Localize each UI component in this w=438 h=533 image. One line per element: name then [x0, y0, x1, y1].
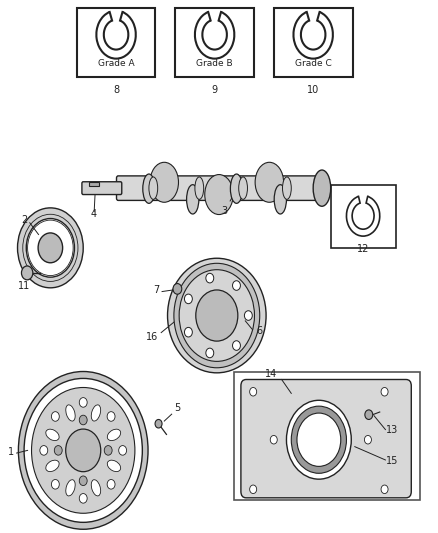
- Circle shape: [250, 387, 257, 396]
- Text: 4: 4: [90, 209, 96, 219]
- Ellipse shape: [91, 480, 101, 496]
- FancyBboxPatch shape: [82, 182, 122, 195]
- Circle shape: [206, 348, 214, 358]
- Circle shape: [51, 480, 59, 489]
- Circle shape: [381, 387, 388, 396]
- Circle shape: [206, 273, 214, 283]
- Text: 7: 7: [154, 285, 160, 295]
- Circle shape: [155, 419, 162, 428]
- Ellipse shape: [150, 162, 179, 203]
- Circle shape: [79, 476, 87, 486]
- Circle shape: [270, 435, 277, 444]
- Circle shape: [79, 415, 87, 425]
- Ellipse shape: [107, 460, 120, 472]
- Ellipse shape: [255, 162, 284, 203]
- Circle shape: [173, 284, 182, 294]
- Circle shape: [79, 494, 87, 503]
- Text: 12: 12: [357, 244, 369, 254]
- Circle shape: [54, 446, 62, 455]
- Circle shape: [32, 387, 135, 513]
- Text: Grade B: Grade B: [196, 59, 233, 68]
- Circle shape: [381, 485, 388, 494]
- Ellipse shape: [167, 258, 266, 373]
- Circle shape: [79, 398, 87, 407]
- Ellipse shape: [91, 405, 101, 421]
- Circle shape: [233, 341, 240, 350]
- Text: Grade C: Grade C: [295, 59, 332, 68]
- Ellipse shape: [239, 177, 247, 199]
- Text: 2: 2: [21, 215, 27, 224]
- Bar: [234, 372, 420, 500]
- Circle shape: [107, 411, 115, 421]
- Circle shape: [66, 429, 101, 472]
- Ellipse shape: [283, 177, 291, 199]
- Text: Grade A: Grade A: [98, 59, 134, 68]
- Ellipse shape: [143, 174, 155, 204]
- Text: 6: 6: [256, 326, 262, 336]
- Ellipse shape: [187, 184, 199, 214]
- Circle shape: [364, 435, 371, 444]
- Text: 8: 8: [113, 85, 119, 95]
- Ellipse shape: [313, 170, 331, 206]
- Text: 13: 13: [386, 425, 399, 435]
- Circle shape: [196, 290, 238, 341]
- Ellipse shape: [149, 177, 158, 199]
- Circle shape: [244, 311, 252, 320]
- Ellipse shape: [66, 405, 75, 421]
- Ellipse shape: [66, 480, 75, 496]
- Ellipse shape: [205, 175, 233, 215]
- Circle shape: [107, 480, 115, 489]
- Bar: [274, 8, 353, 77]
- Text: 3: 3: [221, 192, 235, 216]
- Bar: [331, 185, 396, 248]
- Circle shape: [104, 446, 112, 455]
- Text: 15: 15: [386, 456, 399, 466]
- Text: 16: 16: [146, 332, 159, 342]
- Text: 11: 11: [18, 281, 30, 291]
- Circle shape: [184, 294, 192, 304]
- Circle shape: [184, 327, 192, 337]
- Circle shape: [51, 411, 59, 421]
- Circle shape: [250, 485, 257, 494]
- Ellipse shape: [107, 429, 120, 441]
- Ellipse shape: [274, 184, 286, 214]
- Text: 5: 5: [174, 403, 180, 414]
- Bar: [77, 8, 155, 77]
- Ellipse shape: [46, 460, 59, 472]
- Text: 14: 14: [265, 369, 277, 379]
- Circle shape: [119, 446, 127, 455]
- Circle shape: [233, 281, 240, 290]
- Bar: [175, 8, 254, 77]
- Text: 10: 10: [307, 85, 319, 95]
- FancyBboxPatch shape: [241, 379, 411, 498]
- Ellipse shape: [195, 177, 204, 199]
- Ellipse shape: [46, 429, 59, 441]
- Circle shape: [40, 446, 48, 455]
- FancyBboxPatch shape: [117, 176, 321, 200]
- Circle shape: [21, 266, 33, 280]
- Circle shape: [286, 400, 351, 479]
- Circle shape: [38, 233, 63, 263]
- Ellipse shape: [230, 174, 243, 204]
- Text: 9: 9: [212, 85, 218, 95]
- Text: 1: 1: [8, 447, 14, 457]
- Bar: [89, 182, 99, 186]
- Circle shape: [365, 410, 373, 419]
